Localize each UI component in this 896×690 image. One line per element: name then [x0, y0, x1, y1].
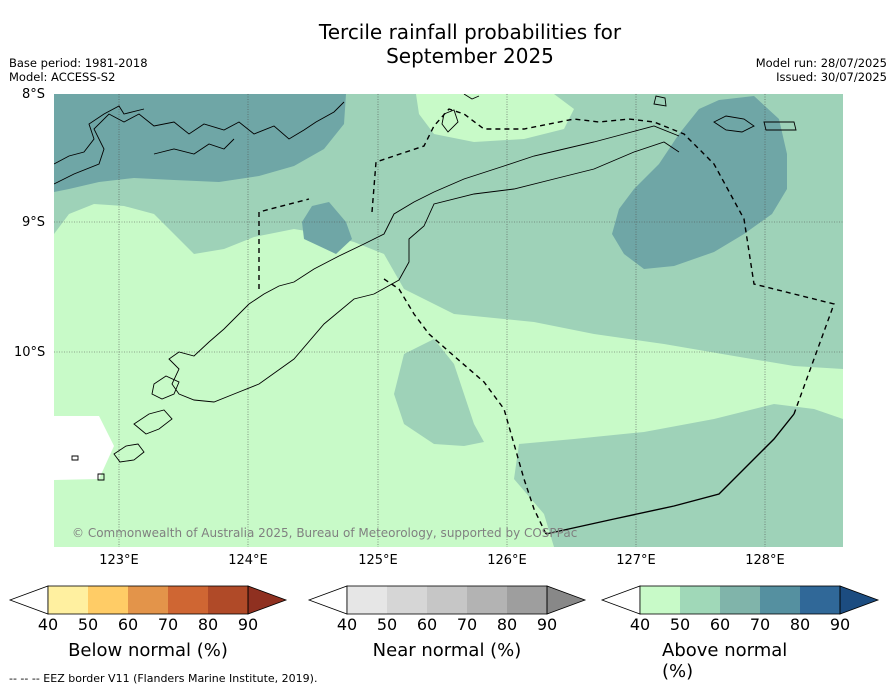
colorbar-below-bin-4 [168, 586, 208, 614]
colorbar-above-bin-3 [720, 586, 760, 614]
colorbar-above-outline [639, 585, 841, 615]
colorbar-below-bin-1 [48, 586, 88, 614]
region-above-50-60-middle [394, 339, 484, 446]
colorbar-label-near: Near normal (%) [372, 640, 522, 661]
colorbar-below-outline [47, 585, 249, 615]
colorbar-above-tick-50: 50 [669, 615, 691, 634]
lon-label-123e: 123°E [99, 553, 139, 568]
metadata-left: Base period: 1981-2018 Model: ACCESS-S2 [9, 56, 148, 84]
base-period-text: Base period: 1981-2018 [9, 56, 148, 70]
region-above-60-70-east [612, 96, 787, 269]
colorbar-near-bin-4 [467, 586, 507, 614]
colorbar-above-tick-40: 40 [629, 615, 651, 634]
colorbar-above-bin-2 [680, 586, 720, 614]
colorbar-near-outline [346, 585, 548, 615]
map-title: Tercile rainfall probabilities for Septe… [0, 20, 896, 68]
colorbar-near-bin-2 [387, 586, 427, 614]
colorbar-near-tick-80: 80 [496, 615, 518, 634]
colorbar-below-tick-50: 50 [77, 615, 99, 634]
eez-border-solid [545, 413, 795, 535]
region-no-data [54, 416, 114, 480]
region-above-60-70-nw [54, 94, 346, 192]
colorbar-above-bin-1 [640, 586, 680, 614]
colorbar-near-tick-70: 70 [456, 615, 478, 634]
colorbar-near-tick-40: 40 [336, 615, 358, 634]
eez-footnote: -- -- -- EEZ border V11 (Flanders Marine… [9, 672, 318, 685]
colorbar-above-extend-low [600, 585, 641, 615]
lat-label-8s: 8°S [22, 87, 46, 102]
model-run-text: Model run: 28/07/2025 [755, 56, 887, 70]
lat-label-9s: 9°S [22, 215, 46, 230]
colorbars [8, 585, 880, 615]
lon-label-125e: 125°E [358, 553, 398, 568]
colorbar-below-tick-40: 40 [37, 615, 59, 634]
lon-label-124e: 124°E [228, 553, 268, 568]
colorbar-near-extend-high [546, 585, 587, 615]
region-above-50-60-south [514, 404, 843, 547]
colorbar-near-bin-5 [507, 586, 547, 614]
eez-border [258, 108, 835, 535]
colorbar-below-bin-5 [208, 586, 248, 614]
lat-label-10s: 10°S [14, 345, 46, 360]
coastlines [54, 94, 797, 481]
colorbar-above-normal [600, 585, 880, 615]
colorbar-below-bin-3 [128, 586, 168, 614]
region-above-60-70-blob [302, 202, 352, 254]
colorbar-above-tick-70: 70 [749, 615, 771, 634]
colorbar-below-extend-high [247, 585, 288, 615]
metadata-right: Model run: 28/07/2025 Issued: 30/07/2025 [756, 56, 887, 84]
colorbar-near-normal [307, 585, 587, 615]
colorbar-below-normal [8, 585, 288, 615]
colorbar-below-tick-60: 60 [117, 615, 139, 634]
lon-label-127e: 127°E [616, 553, 656, 568]
colorbar-label-below: Below normal (%) [68, 640, 228, 661]
colorbar-near-tick-50: 50 [376, 615, 398, 634]
colorbar-above-bin-5 [800, 586, 840, 614]
colorbar-near-bin-1 [347, 586, 387, 614]
colorbar-label-above: Above normal (%) [662, 640, 788, 682]
copyright-text: © Commonwealth of Australia 2025, Bureau… [72, 526, 577, 540]
title-line-1: Tercile rainfall probabilities for [318, 20, 622, 44]
lon-label-128e: 128°E [745, 553, 785, 568]
colorbar-below-bin-2 [88, 586, 128, 614]
colorbar-above-tick-80: 80 [789, 615, 811, 634]
colorbar-below-extend-low [8, 585, 49, 615]
colorbar-near-extend-low [307, 585, 348, 615]
colorbar-near-tick-60: 60 [416, 615, 438, 634]
region-above-40-50-patch [416, 94, 574, 142]
model-text: Model: ACCESS-S2 [9, 70, 116, 84]
colorbar-below-tick-90: 90 [237, 615, 259, 634]
colorbar-above-tick-90: 90 [829, 615, 851, 634]
colorbar-above-bin-4 [760, 586, 800, 614]
colorbar-above-tick-60: 60 [709, 615, 731, 634]
colorbar-below-tick-80: 80 [197, 615, 219, 634]
forecast-map: © Commonwealth of Australia 2025, Bureau… [54, 94, 843, 547]
lon-label-126e: 126°E [487, 553, 527, 568]
colorbar-below-tick-70: 70 [157, 615, 179, 634]
colorbar-above-extend-high [839, 585, 880, 615]
issued-text: Issued: 30/07/2025 [776, 70, 887, 84]
title-line-2: September 2025 [386, 44, 554, 68]
colorbar-near-bin-3 [427, 586, 467, 614]
colorbar-near-tick-90: 90 [536, 615, 558, 634]
